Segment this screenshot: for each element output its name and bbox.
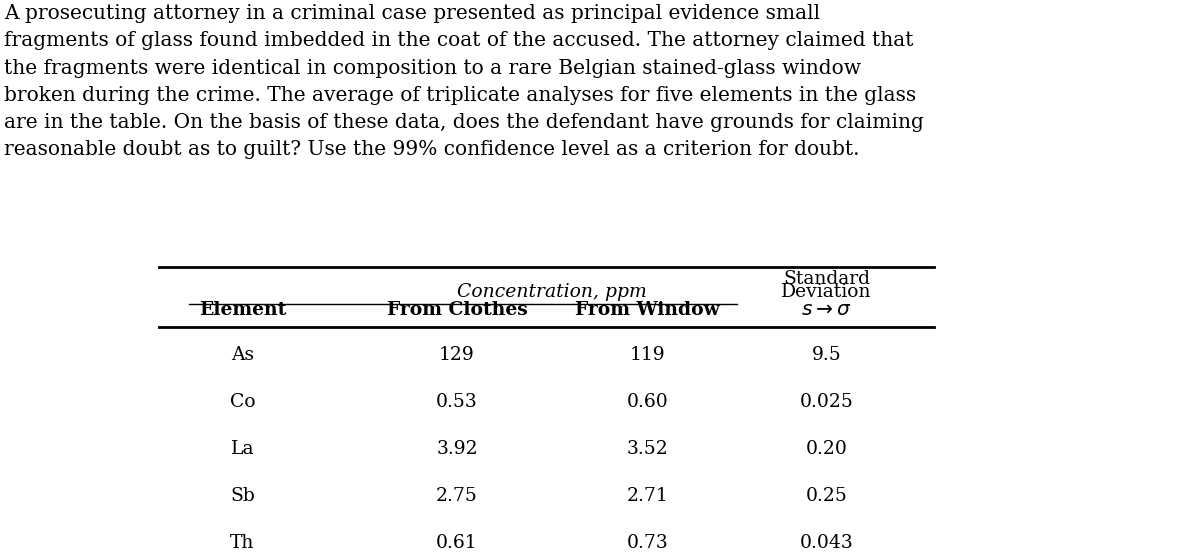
Text: La: La xyxy=(230,440,254,458)
Text: 129: 129 xyxy=(439,346,475,364)
Text: 3.52: 3.52 xyxy=(626,440,668,458)
Text: A prosecuting attorney in a criminal case presented as principal evidence small
: A prosecuting attorney in a criminal cas… xyxy=(4,4,924,159)
Text: 2.75: 2.75 xyxy=(436,487,478,505)
Text: Th: Th xyxy=(230,534,254,552)
Text: From Clothes: From Clothes xyxy=(386,301,527,320)
Text: Deviation: Deviation xyxy=(781,283,871,301)
Text: 0.025: 0.025 xyxy=(799,393,853,411)
Text: 0.61: 0.61 xyxy=(436,534,478,552)
Text: 0.53: 0.53 xyxy=(436,393,478,411)
Text: Co: Co xyxy=(229,393,256,411)
Text: Concentration, ppm: Concentration, ppm xyxy=(457,283,647,301)
Text: 0.043: 0.043 xyxy=(799,534,853,552)
Text: Standard: Standard xyxy=(782,270,870,288)
Text: 9.5: 9.5 xyxy=(811,346,841,364)
Text: Sb: Sb xyxy=(230,487,254,505)
Text: $s \rightarrow \sigma$: $s \rightarrow \sigma$ xyxy=(802,300,852,320)
Text: 0.20: 0.20 xyxy=(805,440,847,458)
Text: 119: 119 xyxy=(630,346,666,364)
Text: From Window: From Window xyxy=(575,301,720,320)
Text: 0.25: 0.25 xyxy=(805,487,847,505)
Text: 2.71: 2.71 xyxy=(626,487,668,505)
Text: 3.92: 3.92 xyxy=(436,440,478,458)
Text: 0.60: 0.60 xyxy=(626,393,668,411)
Text: As: As xyxy=(230,346,254,364)
Text: Element: Element xyxy=(199,301,286,320)
Text: 0.73: 0.73 xyxy=(626,534,668,552)
